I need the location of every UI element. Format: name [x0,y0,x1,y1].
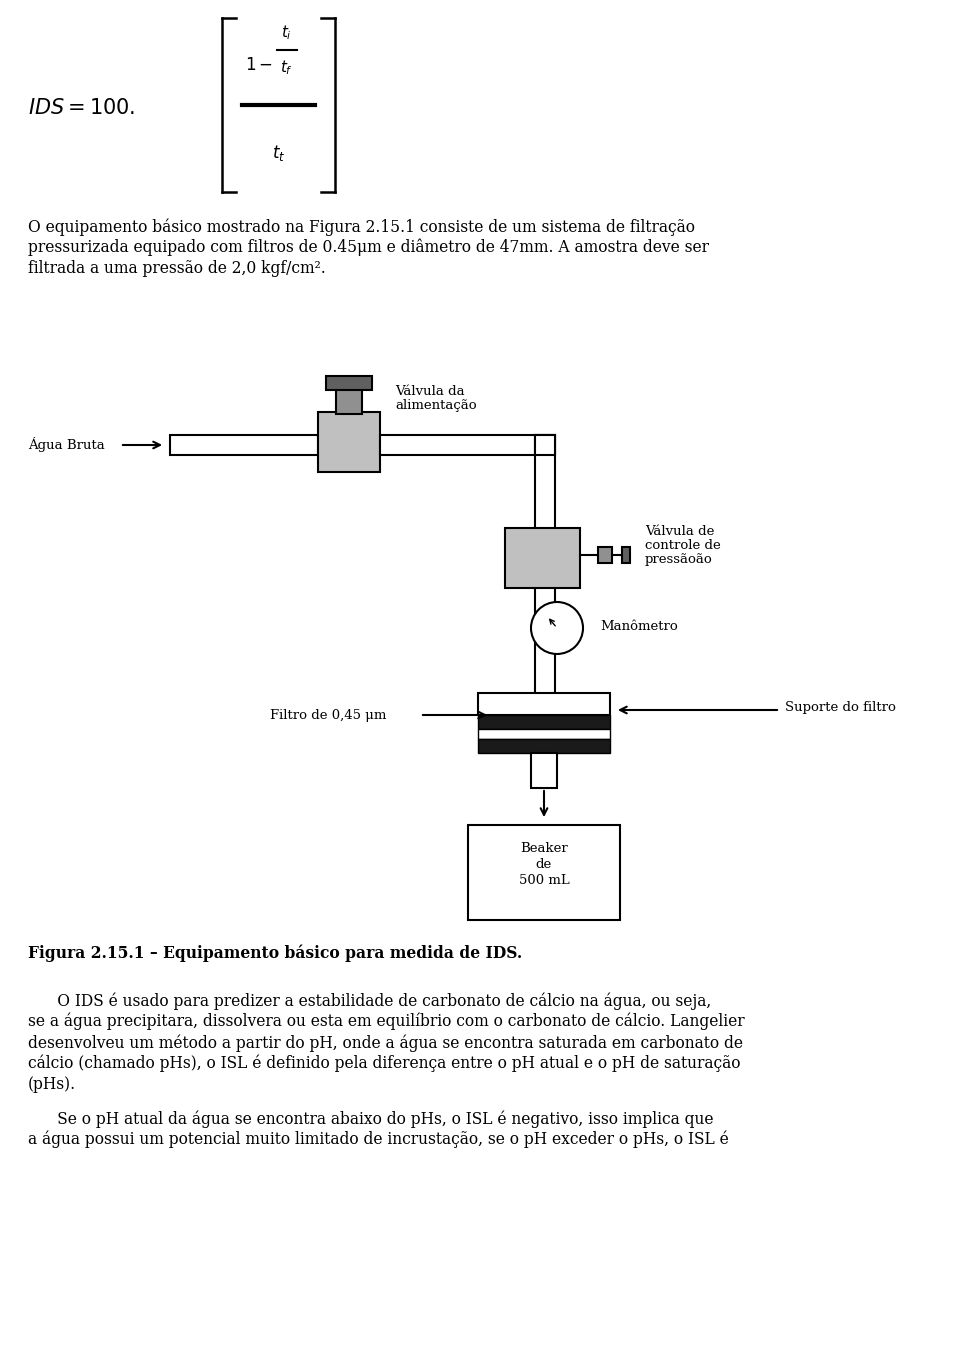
Bar [531,753,557,788]
Text: pressurizada equipado com filtros de 0.45μm e diâmetro de 47mm. A amostra deve s: pressurizada equipado com filtros de 0.4… [28,239,709,256]
Bar [478,715,610,729]
Text: Beaker: Beaker [520,841,568,855]
Text: filtrada a uma pressão de 2,0 kgf/cm².: filtrada a uma pressão de 2,0 kgf/cm². [28,261,325,277]
Text: Válvula da: Válvula da [395,385,465,398]
Bar [598,547,612,563]
Bar [478,740,610,753]
Text: controle de: controle de [645,539,721,552]
Text: cálcio (chamado pHs), o ISL é definido pela diferença entre o pH atual e o pH de: cálcio (chamado pHs), o ISL é definido p… [28,1054,740,1072]
Text: Água Bruta: Água Bruta [28,437,105,452]
Bar [505,528,580,588]
Text: Suporte do filtro: Suporte do filtro [785,702,896,715]
Text: se a água precipitara, dissolvera ou esta em equilíbrio com o carbonato de cálci: se a água precipitara, dissolvera ou est… [28,1012,745,1030]
Text: $t_t$: $t_t$ [272,142,285,163]
Text: (pHs).: (pHs). [28,1076,76,1092]
Text: pressãoão: pressãoão [645,554,712,566]
Text: $\mathit{IDS} = 100.$: $\mathit{IDS} = 100.$ [28,98,135,118]
Bar [468,825,620,920]
Text: Figura 2.15.1 – Equipamento básico para medida de IDS.: Figura 2.15.1 – Equipamento básico para … [28,944,522,962]
Text: $t_f$: $t_f$ [280,58,293,77]
Bar [326,376,372,389]
Text: O IDS é usado para predizer a estabilidade de carbonato de cálcio na água, ou se: O IDS é usado para predizer a estabilida… [28,992,711,1010]
Bar [170,436,318,455]
Circle shape [531,603,583,654]
Bar [478,693,610,715]
Bar [622,547,630,563]
Bar [318,413,380,472]
Bar [535,436,555,730]
Bar [380,436,555,455]
Text: O equipamento básico mostrado na Figura 2.15.1 consiste de um sistema de filtraç: O equipamento básico mostrado na Figura … [28,218,695,236]
Text: Manômetro: Manômetro [600,620,678,632]
Bar [336,388,362,414]
Text: de: de [536,858,552,870]
Bar [535,436,555,455]
Bar [478,729,610,740]
Text: Se o pH atual da água se encontra abaixo do pHs, o ISL é negativo, isso implica : Se o pH atual da água se encontra abaixo… [28,1110,713,1128]
Text: $t_i$: $t_i$ [281,23,292,42]
Text: alimentação: alimentação [395,399,476,413]
Text: Válvula de: Válvula de [645,525,714,537]
Text: 500 mL: 500 mL [518,874,569,886]
Text: desenvolveu um método a partir do pH, onde a água se encontra saturada em carbon: desenvolveu um método a partir do pH, on… [28,1034,743,1052]
Text: a água possui um potencial muito limitado de incrustação, se o pH exceder o pHs,: a água possui um potencial muito limitad… [28,1130,729,1148]
Text: Filtro de 0,45 μm: Filtro de 0,45 μm [270,708,386,722]
Text: $1-$: $1-$ [245,57,273,73]
